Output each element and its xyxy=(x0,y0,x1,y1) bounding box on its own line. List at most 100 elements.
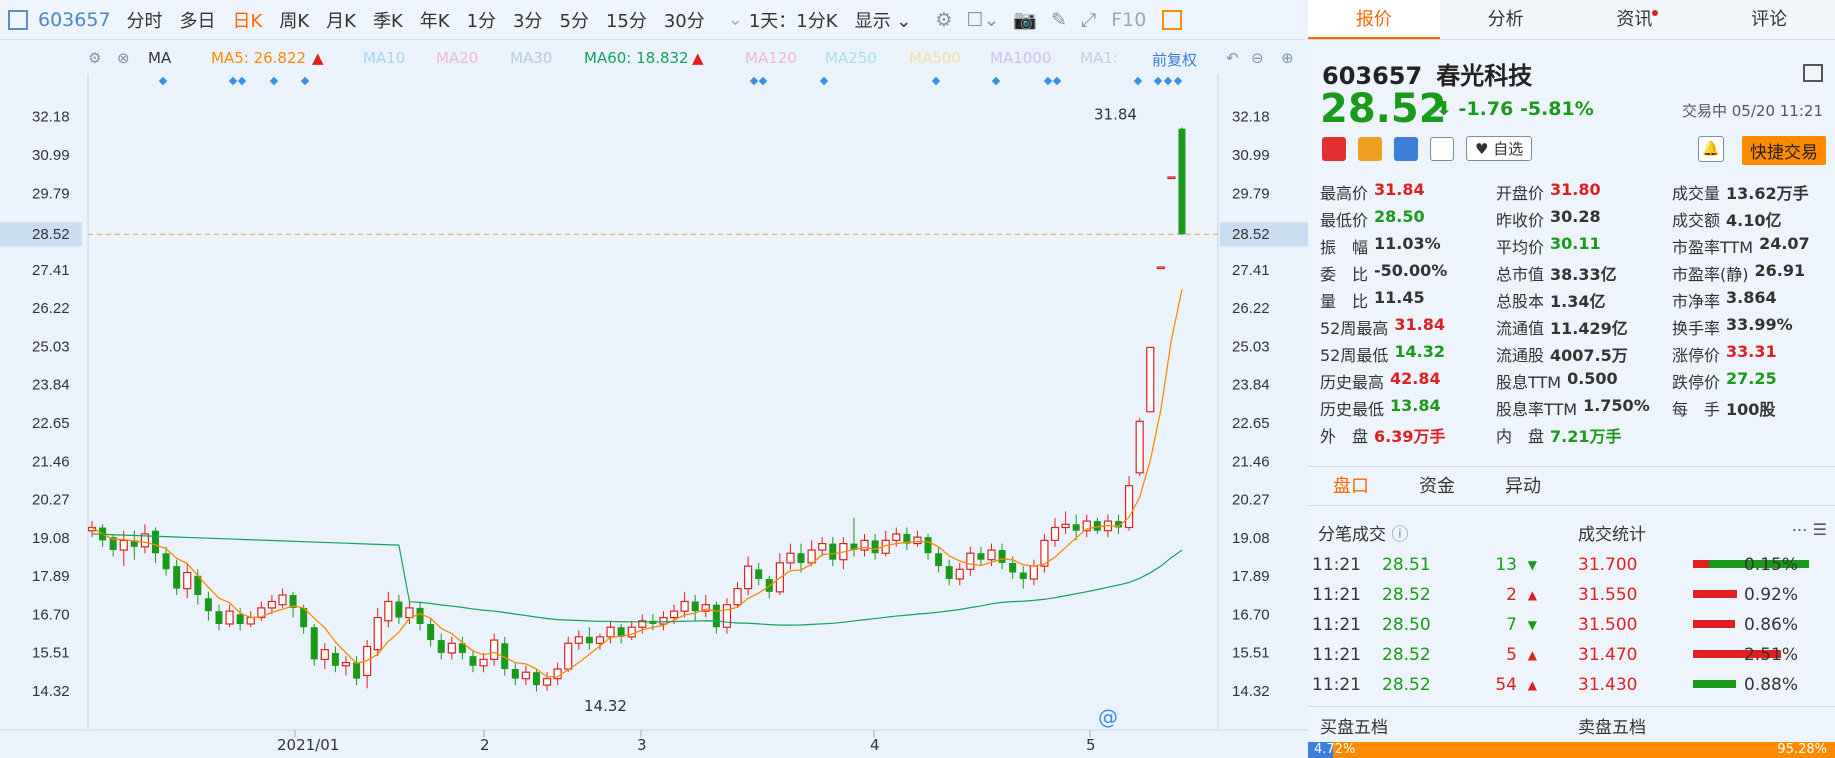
quote-cell: 52周最低 14.32 xyxy=(1320,342,1496,366)
candle-body xyxy=(701,604,710,612)
kline-chart[interactable]: 32.18 32.18 30.99 30.99 29.79 29.79 28.52 28.52… xyxy=(0,40,1310,758)
x-tick-label: 4 xyxy=(870,736,880,754)
tag-icon[interactable] xyxy=(1394,136,1418,161)
event-marker xyxy=(1173,76,1183,86)
period-tab[interactable]: 3分 xyxy=(513,10,543,32)
period-tab[interactable]: 季K xyxy=(372,10,403,32)
period-tab[interactable]: 15分 xyxy=(605,10,647,32)
quote-value: 33.99% xyxy=(1726,314,1793,334)
y-tick-label-left: 17.89 xyxy=(32,568,70,585)
candle-body xyxy=(173,566,181,589)
order-tab[interactable]: 资金 xyxy=(1419,476,1455,497)
quote-cell: 成交额 4.10亿 xyxy=(1672,207,1830,231)
candle-body xyxy=(416,607,424,624)
candle-body xyxy=(405,607,414,619)
stat-price: 31.700 xyxy=(1578,555,1638,575)
y-tick-label-left: 20.27 xyxy=(32,492,70,509)
candle-body xyxy=(913,536,922,545)
period-tab[interactable]: 年K xyxy=(419,10,450,32)
y-tick-label-right: 28.52 xyxy=(1232,226,1270,243)
y-tick-label-left: 30.99 xyxy=(32,147,70,164)
period-tab[interactable]: 30分 xyxy=(663,10,705,32)
candle-body xyxy=(797,553,805,563)
candle-body xyxy=(532,672,540,686)
ma-label: MA250 xyxy=(825,49,877,67)
settings-icon[interactable]: ⚙ xyxy=(935,8,953,31)
more-icon[interactable]: ⋯ ☰ xyxy=(1791,520,1827,539)
sell-book-title: 卖盘五档 xyxy=(1578,718,1646,738)
panel-toggle-icon[interactable] xyxy=(1162,9,1183,30)
period-tab[interactable]: 周K xyxy=(279,10,310,32)
ma-settings-icon[interactable]: ⚙ xyxy=(88,49,102,67)
candle-body xyxy=(215,611,223,624)
quote-value: 38.33亿 xyxy=(1550,264,1617,284)
f10-button[interactable]: F10 xyxy=(1111,8,1147,31)
tab-1[interactable]: 分析 xyxy=(1487,9,1524,30)
quote-label: 量 比 xyxy=(1320,291,1369,311)
period-tab[interactable]: 多日 xyxy=(179,10,216,32)
stat-row: 31.500 0.86% xyxy=(1578,610,1828,640)
zoom-out-icon[interactable]: ⊖ xyxy=(1251,49,1264,67)
period-tab[interactable]: 日K xyxy=(232,10,263,32)
period-tab[interactable]: 1分 xyxy=(466,10,497,32)
trade-row: 11:21 28.52 54 ▲ xyxy=(1312,670,1537,700)
candle-body xyxy=(892,533,901,541)
y-tick-label-right: 21.46 xyxy=(1232,453,1270,470)
candle-body xyxy=(627,626,636,638)
box-select-icon[interactable]: ☐⌄ xyxy=(966,8,1000,31)
quote-label: 振 幅 xyxy=(1320,237,1369,257)
quote-label: 涨停价 xyxy=(1672,345,1721,365)
candle-body xyxy=(1061,523,1070,529)
order-tab[interactable]: 异动 xyxy=(1505,476,1541,497)
ma-close-icon[interactable]: ⊗ xyxy=(117,49,130,67)
candle-body xyxy=(119,539,128,551)
trade-row: 11:21 28.52 5 ▲ xyxy=(1312,640,1537,670)
candle-body xyxy=(829,543,837,560)
candle-body xyxy=(353,662,361,679)
candle-body xyxy=(1178,128,1186,235)
bell-icon[interactable]: 🔔 xyxy=(1698,136,1724,162)
lightning-icon[interactable] xyxy=(1358,136,1382,161)
event-marker xyxy=(1052,76,1062,86)
quote-cell: 每 手 100股 xyxy=(1672,396,1830,420)
adjust-select[interactable]: 前复权 xyxy=(1152,51,1198,69)
tab-2[interactable]: 资讯 xyxy=(1572,0,1704,39)
watchlist-button[interactable]: ♥ 自选 xyxy=(1466,136,1533,161)
stats-list: 31.700 0.15% 31.550 0.92% 31.500 0.86% 31.470 2… xyxy=(1578,550,1828,700)
fullscreen-icon[interactable]: ⤢ xyxy=(1080,8,1097,31)
y-tick-label-right: 17.89 xyxy=(1232,568,1270,585)
tab-3[interactable]: 评论 xyxy=(1751,9,1788,30)
display-menu[interactable]: 显示 ⌄ xyxy=(854,10,912,32)
multi-day-select[interactable]: 1天：1分K xyxy=(748,10,838,32)
candle-body xyxy=(1167,176,1176,180)
period-tab[interactable]: 月K xyxy=(326,10,356,32)
camera-icon[interactable]: 📷 xyxy=(1013,9,1038,31)
quote-cell: 总市值 38.33亿 xyxy=(1496,261,1672,285)
pen-icon[interactable]: ✎ xyxy=(1051,8,1067,31)
period-tab[interactable]: 分时 xyxy=(126,10,163,32)
y-tick-label-right: 20.27 xyxy=(1232,492,1270,509)
quick-trade-button[interactable]: 快捷交易 xyxy=(1742,136,1826,165)
menu-icon[interactable] xyxy=(1803,64,1823,82)
kline-chart-area[interactable]: 32.18 32.18 30.99 30.99 29.79 29.79 28.52 28.52… xyxy=(0,40,1310,758)
y-tick-label-right: 16.70 xyxy=(1232,606,1270,623)
quote-label: 市净率 xyxy=(1672,291,1721,311)
event-marker xyxy=(991,76,1001,86)
stock-code-label[interactable]: 603657 xyxy=(38,8,111,31)
undo-icon[interactable]: ↶ xyxy=(1226,49,1239,67)
order-tab[interactable]: 盘口 xyxy=(1333,476,1369,497)
ma-label: MA30 xyxy=(510,49,553,67)
stat-row: 31.550 0.92% xyxy=(1578,580,1828,610)
ma-type-select[interactable]: MA xyxy=(148,49,172,67)
quote-value: 28.50 xyxy=(1374,206,1425,226)
zoom-in-icon[interactable]: ⊕ xyxy=(1281,49,1294,67)
period-tab[interactable]: 5分 xyxy=(559,10,589,32)
sidebar-toggle-icon[interactable] xyxy=(8,9,28,30)
stat-row: 31.700 0.15% xyxy=(1578,550,1828,580)
note-icon[interactable] xyxy=(1430,136,1454,161)
tab-0[interactable]: 报价 xyxy=(1308,0,1440,39)
china-flag-icon[interactable] xyxy=(1322,136,1346,161)
help-icon: ⓘ xyxy=(1391,525,1409,545)
chevron-down-icon[interactable]: ⌄ xyxy=(727,9,743,30)
stat-bar xyxy=(1693,680,1736,688)
